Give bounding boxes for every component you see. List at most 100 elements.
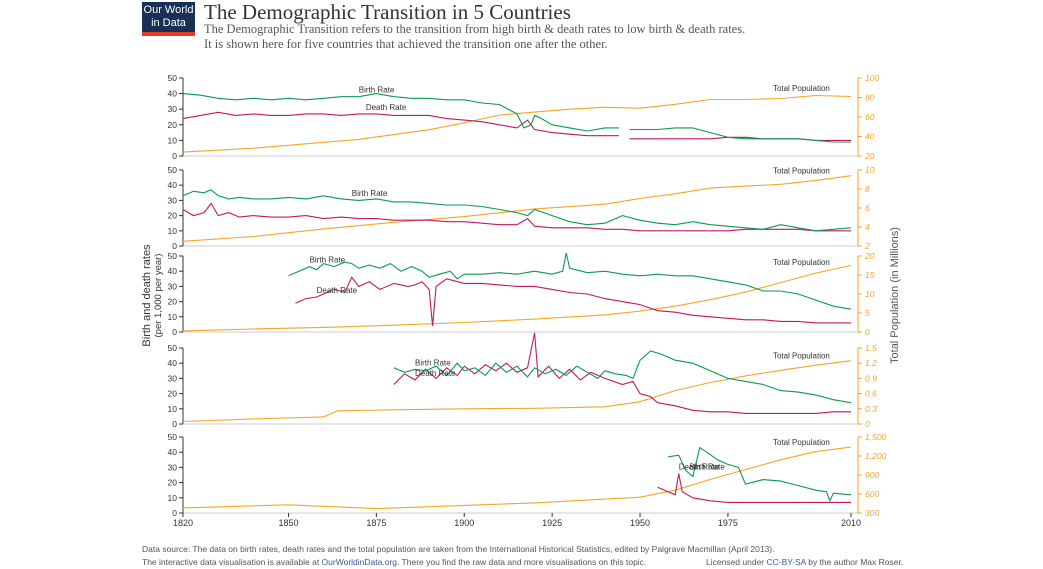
right-tick-label-4: 0 — [865, 419, 870, 429]
left-tick-label-4: 0 — [172, 419, 177, 429]
left-tick-label-1: 10 — [168, 135, 178, 145]
footer-availability: The interactive data visualisation is av… — [142, 557, 646, 567]
total-population-label-5: Total Population — [773, 438, 830, 447]
right-tick-label-3: 20 — [864, 251, 875, 261]
left-tick-label-3: 30 — [168, 281, 178, 291]
death-rate-line-5 — [657, 473, 851, 503]
birth-rate-line-2 — [182, 189, 852, 232]
footer-source: Data source: The data on birth rates, de… — [142, 544, 775, 554]
left-tick-label-4: 30 — [168, 373, 178, 383]
death-rate-label-1: Death Rate — [366, 103, 407, 112]
left-axis-subtitle: (per 1,000 per year) — [153, 254, 164, 338]
left-tick-label-3: 10 — [168, 312, 178, 322]
left-tick-label-5: 20 — [168, 478, 178, 488]
left-tick-label-2: 20 — [168, 211, 178, 221]
birth-rate-line-5 — [668, 446, 852, 503]
death-rate-line-1 — [182, 111, 851, 141]
left-tick-label-5: 10 — [168, 493, 178, 503]
birth-rate-line-3 — [288, 252, 852, 310]
license-link[interactable]: CC-BY-SA — [766, 557, 806, 567]
footer-license: Licensed under CC-BY-SA by the author Ma… — [706, 557, 903, 567]
subtitle-line-1: The Demographic Transition refers to the… — [204, 22, 746, 36]
x-tick-label: 2010 — [841, 518, 861, 528]
right-tick-label-3: 10 — [865, 289, 875, 299]
right-tick-label-5: 1,200 — [865, 451, 887, 461]
birth-rate-line-1 — [182, 93, 851, 143]
total-population-label-4: Total Population — [773, 351, 830, 360]
birth-rate-label-2: Birth Rate — [352, 189, 388, 198]
left-tick-label-1: 50 — [168, 73, 178, 83]
population-line-4 — [182, 360, 852, 423]
left-tick-label-2: 50 — [168, 165, 178, 175]
left-axis-title: Birth and death rates — [141, 244, 153, 347]
birth-rate-label-1: Birth Rate — [359, 86, 395, 95]
left-tick-label-1: 20 — [168, 120, 178, 130]
death-rate-line-2 — [182, 202, 851, 232]
right-tick-label-2: 8 — [865, 184, 870, 194]
birth-rate-line-4 — [393, 350, 852, 404]
right-tick-label-4: 0.3 — [865, 404, 877, 414]
right-tick-label-5: 600 — [865, 489, 879, 499]
left-tick-label-2: 10 — [168, 226, 178, 236]
left-tick-label-3: 40 — [168, 266, 178, 276]
x-tick-label: 1850 — [278, 518, 298, 528]
right-tick-label-2: 10 — [865, 165, 875, 175]
x-tick-label: 1900 — [454, 518, 474, 528]
right-tick-label-4: 1.5 — [865, 343, 877, 353]
logo-line-1: Our World — [143, 4, 194, 16]
right-axis-title: Total Population (in Millions) — [889, 227, 901, 364]
right-tick-label-3: 5 — [865, 308, 870, 318]
right-tick-label-1: 20 — [864, 151, 875, 161]
x-tick-label: 1875 — [366, 518, 386, 528]
subtitle-line-2: It is shown here for five countries that… — [204, 37, 608, 51]
population-line-1 — [182, 94, 852, 153]
right-tick-label-1: 40 — [865, 132, 875, 142]
right-tick-label-2: 2 — [864, 241, 870, 251]
x-tick-label: 1975 — [718, 518, 738, 528]
right-tick-label-1: 100 — [865, 73, 879, 83]
right-tick-label-5: 300 — [865, 508, 879, 518]
left-tick-label-4: 40 — [168, 358, 178, 368]
population-line-5 — [182, 446, 852, 510]
left-tick-label-5: 30 — [168, 462, 178, 472]
left-tick-label-1: 40 — [168, 89, 178, 99]
total-population-label-2: Total Population — [773, 167, 830, 176]
left-tick-label-3: 20 — [168, 297, 178, 307]
left-tick-label-2: 0 — [172, 241, 177, 251]
left-tick-label-2: 30 — [168, 195, 178, 205]
right-tick-label-1: 60 — [865, 112, 875, 122]
left-tick-label-4: 50 — [168, 343, 178, 353]
right-tick-label-3: 0 — [865, 327, 870, 337]
owid-link[interactable]: OurWorldinData.org — [321, 557, 397, 567]
right-tick-label-5: 900 — [865, 470, 879, 480]
right-tick-label-3: 15 — [865, 270, 875, 280]
right-tick-label-4: 0.9 — [865, 373, 877, 383]
x-tick-label: 1925 — [542, 518, 562, 528]
left-tick-label-5: 50 — [168, 432, 178, 442]
population-line-3 — [182, 264, 852, 332]
logo-line-2: in Data — [151, 17, 186, 29]
death-rate-label-4: Death Rate — [415, 369, 456, 378]
left-tick-label-3: 0 — [172, 327, 177, 337]
left-tick-label-4: 20 — [168, 389, 178, 399]
chart-subtitle: The Demographic Transition refers to the… — [204, 22, 745, 52]
chart-title: The Demographic Transition in 5 Countrie… — [204, 0, 571, 24]
total-population-label-3: Total Population — [773, 258, 830, 267]
left-tick-label-1: 0 — [172, 151, 177, 161]
birth-rate-label-5: Birth Rate — [689, 462, 725, 471]
x-tick-label: 1950 — [630, 518, 650, 528]
right-tick-label-5: 1,500 — [865, 432, 887, 442]
owid-logo: Our World in Data — [142, 2, 195, 36]
death-rate-label-5: Death Rate — [679, 462, 720, 471]
right-tick-label-4: 1.2 — [865, 358, 877, 368]
birth-rate-label-4: Birth Rate — [415, 358, 451, 367]
left-tick-label-5: 0 — [172, 508, 177, 518]
right-tick-label-1: 80 — [865, 93, 875, 103]
logo-bar — [142, 32, 195, 36]
left-tick-label-2: 40 — [168, 180, 178, 190]
footer-license-suffix: by the author Max Roser. — [805, 557, 904, 567]
death-rate-line-3 — [295, 276, 851, 326]
x-tick-label: 1820 — [173, 518, 193, 528]
right-tick-label-2: 6 — [865, 203, 870, 213]
